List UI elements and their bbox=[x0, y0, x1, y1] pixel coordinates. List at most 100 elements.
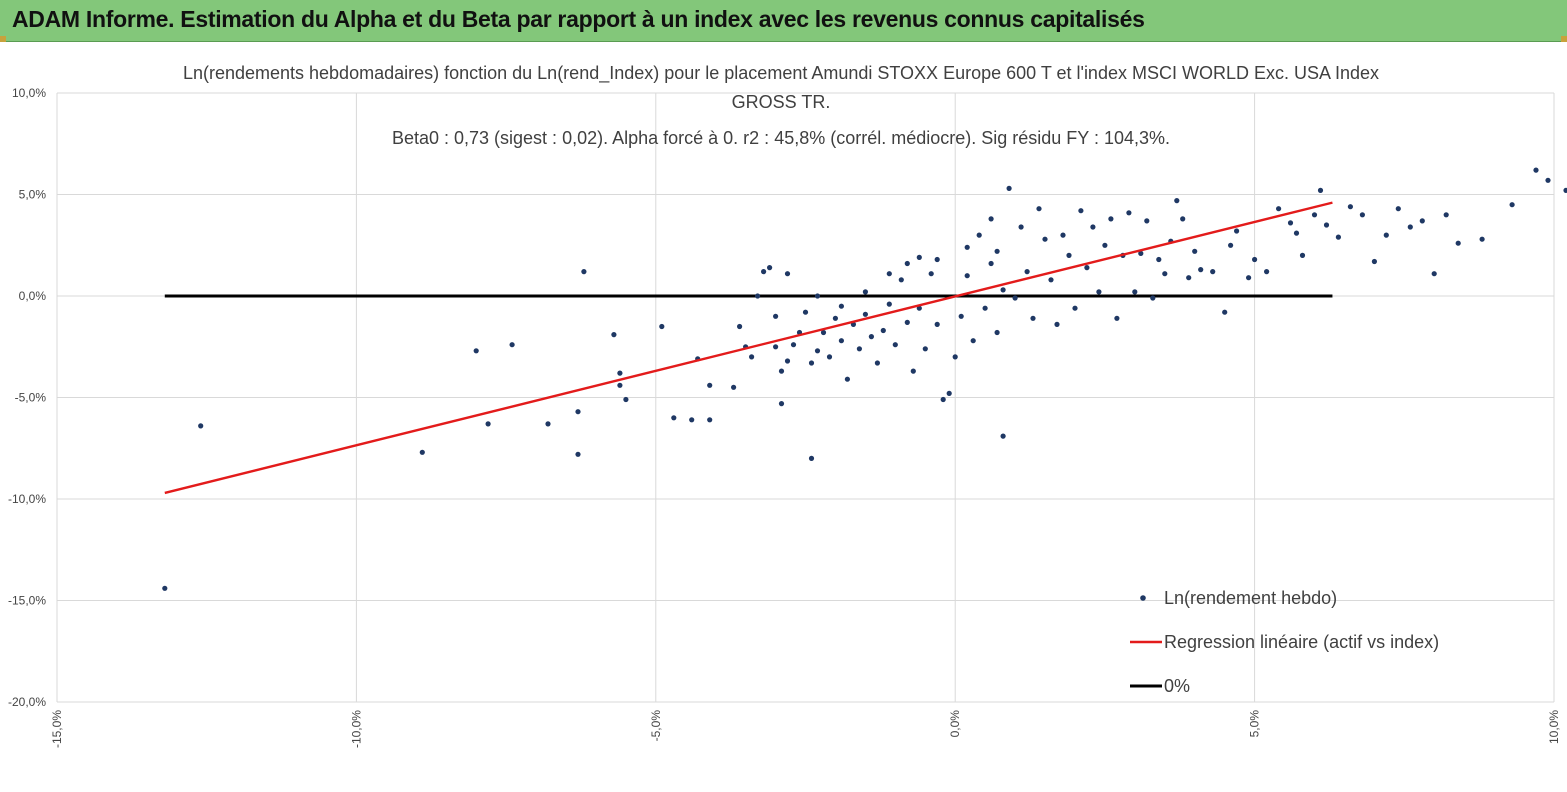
data-point bbox=[1006, 185, 1012, 191]
data-point bbox=[970, 338, 976, 344]
regression-line bbox=[164, 201, 1333, 495]
x-tick-label: 5,0% bbox=[1248, 710, 1262, 738]
x-tick-label: -10,0% bbox=[349, 710, 363, 748]
data-point bbox=[856, 346, 863, 352]
data-point bbox=[419, 449, 425, 455]
data-point bbox=[994, 329, 1000, 336]
chart-area: 10,0% 5,0% 0,0% -5,0% -10,0% -15,0% -20,0% -15,… bbox=[0, 42, 1567, 787]
legend-swatch-points bbox=[1140, 595, 1146, 601]
data-point bbox=[1060, 232, 1066, 238]
data-point bbox=[964, 244, 970, 250]
data-point bbox=[814, 348, 821, 354]
data-point bbox=[1293, 230, 1300, 236]
data-point bbox=[1443, 212, 1449, 218]
data-point bbox=[982, 305, 988, 311]
data-point bbox=[1419, 218, 1425, 224]
data-point bbox=[767, 265, 773, 271]
data-point bbox=[1000, 433, 1006, 439]
data-point bbox=[1335, 234, 1341, 240]
x-tick-label: -5,0% bbox=[649, 710, 663, 742]
data-point bbox=[934, 321, 940, 327]
data-point bbox=[1132, 289, 1138, 295]
data-point bbox=[1024, 269, 1030, 275]
data-point bbox=[1299, 252, 1306, 258]
data-point bbox=[485, 421, 491, 427]
data-point bbox=[1228, 242, 1234, 248]
data-point bbox=[1090, 224, 1096, 230]
data-point bbox=[1246, 275, 1252, 281]
data-points bbox=[162, 167, 1567, 591]
data-point bbox=[1102, 242, 1108, 248]
banner-corner-left bbox=[0, 36, 6, 42]
data-point bbox=[1198, 267, 1204, 273]
data-point bbox=[617, 382, 623, 388]
scatter-chart: 10,0% 5,0% 0,0% -5,0% -10,0% -15,0% -20,0% -15,… bbox=[8, 63, 1567, 748]
data-point bbox=[575, 451, 581, 457]
data-point bbox=[784, 358, 791, 364]
data-point bbox=[509, 342, 515, 348]
y-tick-label: 10,0% bbox=[12, 86, 46, 100]
data-point bbox=[808, 455, 815, 461]
banner-title: ADAM Informe. Estimation du Alpha et du … bbox=[12, 6, 1145, 32]
chart-title-line: Ln(rendements hebdomadaires) fonction du… bbox=[183, 63, 1379, 84]
data-point bbox=[689, 417, 695, 423]
data-point bbox=[1533, 167, 1539, 173]
data-point bbox=[1078, 208, 1084, 214]
data-point bbox=[737, 323, 743, 330]
legend-label-points: Ln(rendement hebdo) bbox=[1164, 588, 1337, 608]
data-point bbox=[1012, 295, 1018, 301]
y-tick-label: -15,0% bbox=[8, 594, 46, 608]
data-point bbox=[749, 354, 755, 360]
data-point bbox=[1018, 224, 1024, 230]
data-point bbox=[910, 368, 916, 374]
data-point bbox=[659, 323, 665, 330]
data-point bbox=[1323, 222, 1330, 228]
data-point bbox=[820, 329, 827, 336]
data-point bbox=[1138, 250, 1144, 256]
regression-line-group bbox=[164, 201, 1333, 495]
banner-corner-right bbox=[1561, 36, 1567, 42]
data-point bbox=[1311, 212, 1318, 218]
data-point bbox=[773, 344, 779, 350]
data-point bbox=[1431, 271, 1437, 277]
data-point bbox=[880, 327, 886, 334]
data-point bbox=[1359, 212, 1365, 218]
data-point bbox=[1084, 265, 1090, 271]
data-point bbox=[904, 319, 910, 325]
data-point bbox=[1371, 258, 1377, 265]
data-point bbox=[1108, 216, 1114, 222]
data-point bbox=[904, 260, 910, 267]
chart-title-line: Beta0 : 0,73 (sigest : 0,02). Alpha forc… bbox=[392, 128, 1170, 148]
y-tick-label: -10,0% bbox=[8, 492, 46, 506]
data-point bbox=[862, 311, 869, 317]
x-tick-label: 0,0% bbox=[948, 710, 962, 738]
data-point bbox=[808, 360, 815, 366]
data-point bbox=[1186, 275, 1192, 281]
data-point bbox=[964, 273, 970, 279]
data-point bbox=[575, 409, 581, 415]
data-point bbox=[1509, 202, 1515, 208]
data-point bbox=[1096, 289, 1102, 295]
data-point bbox=[802, 309, 809, 315]
data-point bbox=[1264, 269, 1270, 275]
data-point bbox=[778, 401, 785, 407]
y-tick-label: -20,0% bbox=[8, 695, 46, 709]
data-point bbox=[1162, 271, 1168, 277]
data-point bbox=[928, 271, 934, 277]
data-point bbox=[611, 332, 617, 338]
data-point bbox=[545, 421, 551, 427]
data-point bbox=[1072, 305, 1078, 311]
data-point bbox=[868, 334, 875, 340]
data-point bbox=[755, 293, 761, 299]
data-point bbox=[1252, 256, 1258, 263]
data-point bbox=[473, 348, 479, 354]
chart-grid bbox=[56, 92, 1555, 703]
data-point bbox=[1042, 236, 1048, 242]
data-point bbox=[707, 417, 713, 423]
data-point bbox=[934, 256, 940, 263]
data-point bbox=[623, 396, 629, 403]
data-point bbox=[952, 354, 958, 360]
data-point bbox=[886, 301, 892, 307]
chart-title-line: GROSS TR. bbox=[732, 92, 831, 112]
y-tick-label: -5,0% bbox=[15, 391, 47, 405]
